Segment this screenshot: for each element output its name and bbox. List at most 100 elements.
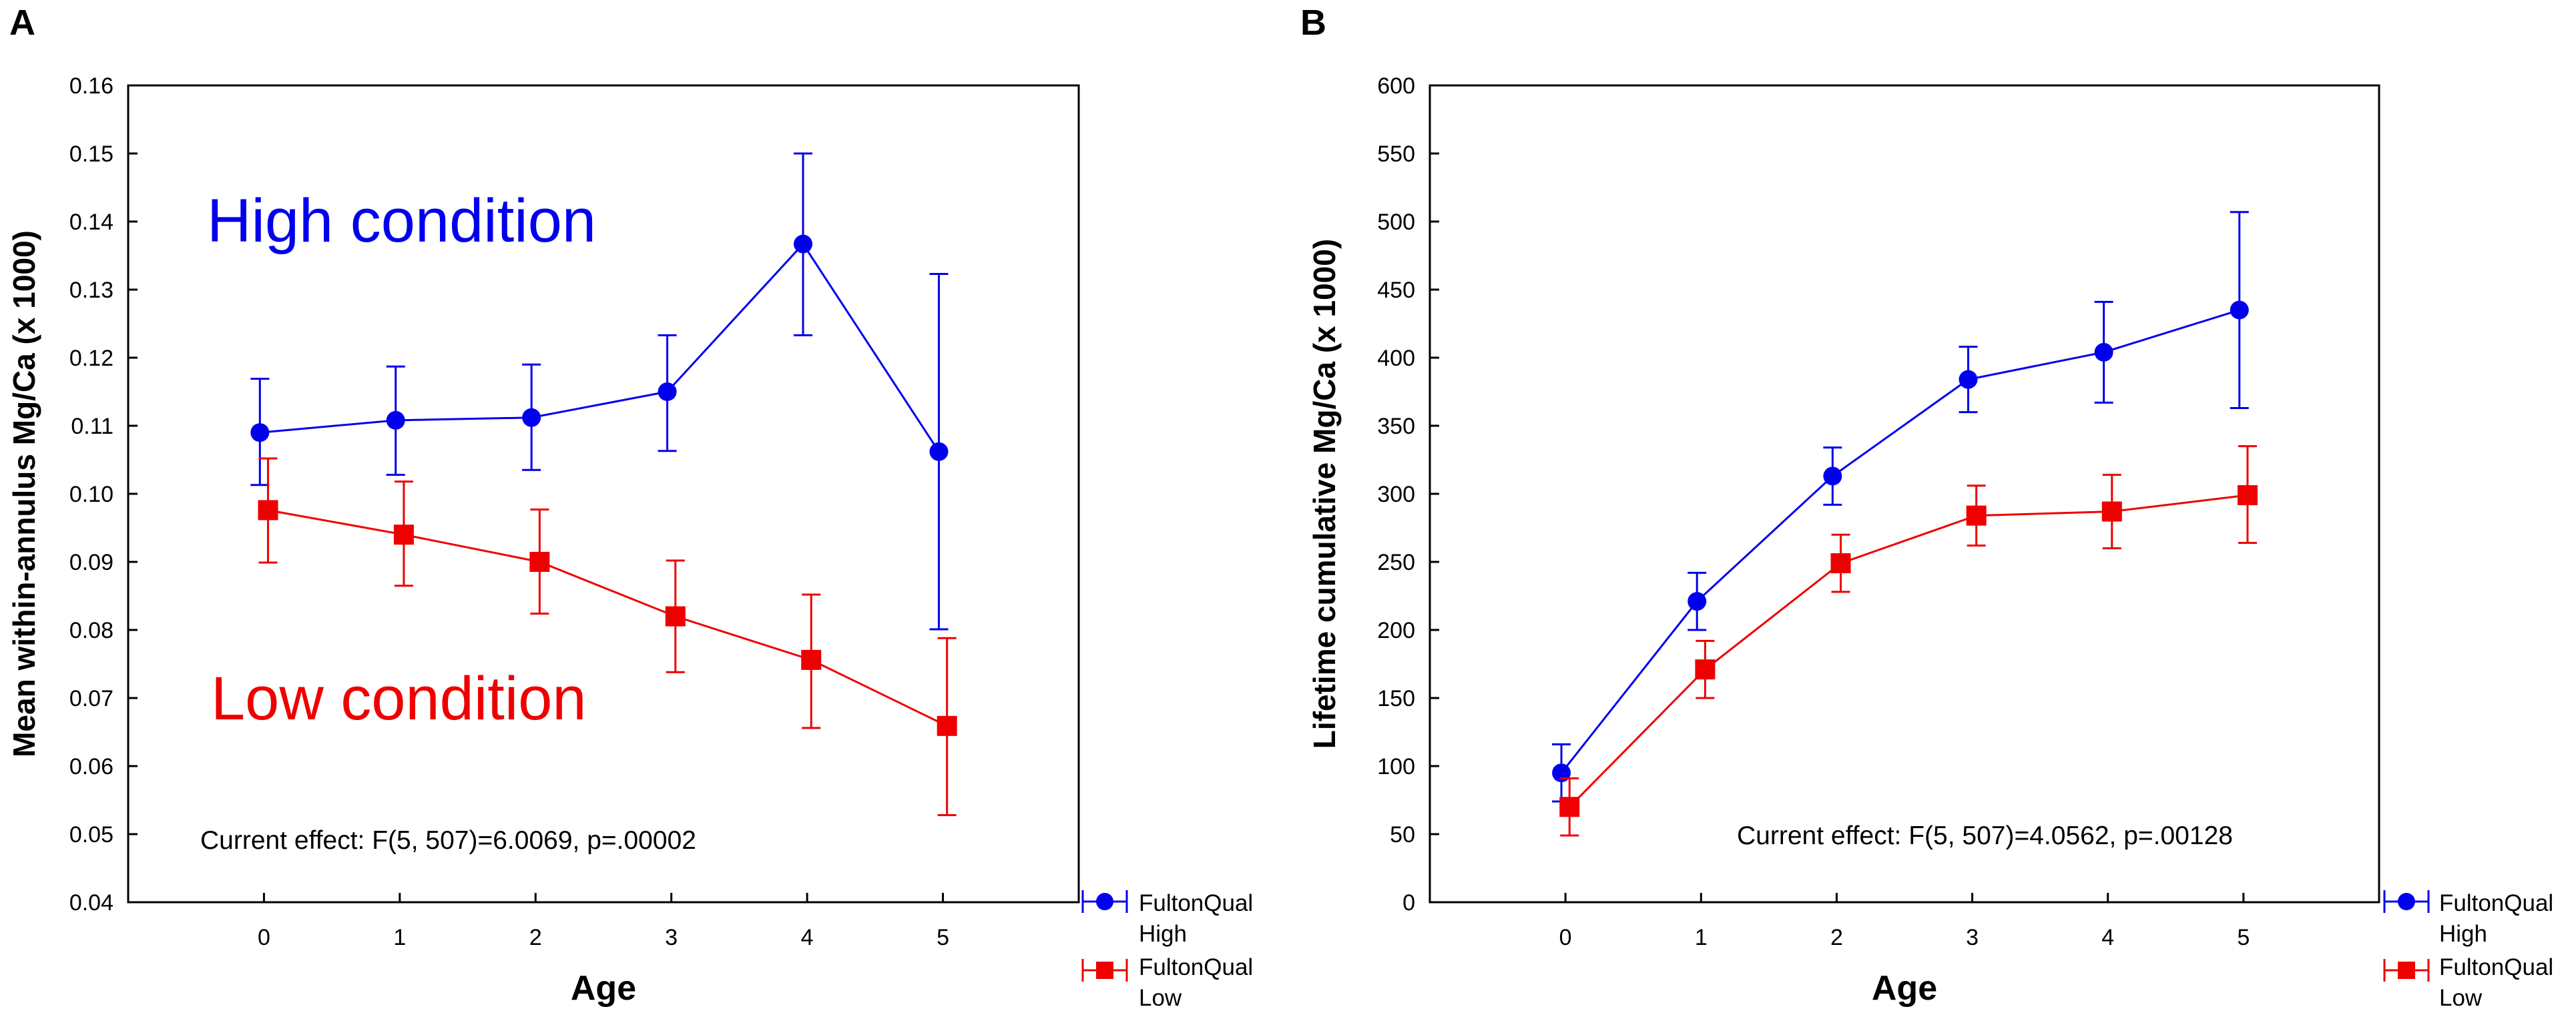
data-point [794,234,813,254]
panel-b-x-axis: 0 1 2 3 4 5 [1559,893,2250,950]
x-tick-label: 2 [1830,925,1843,950]
y-tick-label: 0.10 [69,482,113,507]
y-tick-label: 250 [1377,550,1415,575]
data-point [1830,553,1851,574]
data-point [2101,501,2122,522]
y-tick-label: 0.11 [71,414,113,439]
x-tick-label: 5 [937,925,949,950]
y-tick-label: 50 [1390,822,1415,848]
series-high [250,152,949,631]
legend-low-line2: Low [2439,985,2483,1011]
legend-high-line1: FultonQual [2439,890,2553,916]
data-point [929,442,949,461]
series-low [258,457,957,816]
x-tick-label: 4 [2101,925,2114,950]
y-tick-label: 0.12 [69,346,113,371]
x-tick-label: 2 [529,925,542,950]
legend-high-line1: FultonQual [1139,890,1253,916]
y-tick-label: 450 [1377,278,1415,303]
legend-high-line2: High [1139,921,1187,947]
data-point [2237,485,2258,506]
series-line [268,509,948,727]
data-point [1966,505,1987,526]
data-point [665,606,686,627]
data-point [393,525,414,545]
y-tick-label: 600 [1377,73,1415,99]
data-point [937,715,957,736]
panel-a-y-axis: 0.04 0.05 0.06 0.07 0.08 0.09 0.10 0.11 0.12 0.13… [69,73,138,916]
x-tick-label: 0 [258,925,270,950]
legend-low-marker [2398,962,2415,979]
x-tick-label: 1 [1695,925,1708,950]
y-tick-label: 150 [1377,686,1415,711]
y-tick-label: 350 [1377,414,1415,439]
x-tick-label: 5 [2237,925,2250,950]
legend-item-high: FultonQual High [1081,890,1253,947]
panel-a-effect-text: Current effect: F(5, 507)=6.0069, p=.000… [200,826,696,855]
x-tick-label: 0 [1559,925,1572,950]
y-tick-label: 0.09 [69,550,113,575]
data-point [658,382,677,401]
panel-a-x-axis-label: Age [571,969,636,1008]
legend-item-low: FultonQual Low [2383,954,2553,1011]
panel-b-legend: FultonQual High FultonQual Low [2383,890,2553,1011]
series-line [260,242,940,452]
high-condition-annotation: High condition [207,187,596,255]
y-tick-label: 500 [1377,210,1415,235]
data-point [2230,300,2249,320]
panel-b-series [1552,211,2258,837]
data-point [801,649,822,670]
panel-b-plot-frame [1429,84,2380,904]
y-tick-label: 0.13 [69,278,113,303]
panel-b-effect-text: Current effect: F(5, 507)=4.0562, p=.001… [1737,821,2233,850]
y-tick-label: 0 [1402,890,1415,916]
legend-low-marker [1096,962,1113,979]
panel-a-y-axis-label: Mean within-annulus Mg/Ca (x 1000) [7,230,41,757]
data-point [529,552,550,572]
data-point [1959,370,1978,389]
y-tick-label: 550 [1377,141,1415,167]
panel-a-label: A [9,3,35,43]
panel-a: A 0.040.050.060.070.080.090.100.110.120.… [7,3,1253,1011]
data-point [1695,659,1716,680]
y-tick-label: 0.04 [69,890,113,916]
data-point [250,423,270,442]
legend-item-low: FultonQual Low [1081,954,1253,1011]
y-tick-label: 100 [1377,754,1415,779]
data-point [1559,797,1580,817]
series-line [1569,494,2248,808]
panel-a-x-axis: 0 1 2 3 4 5 [258,893,949,950]
y-tick-label: 0.07 [69,686,113,711]
y-tick-label: 0.06 [69,754,113,779]
data-point [1823,466,1842,486]
panel-a-series [250,152,957,816]
data-point [386,410,405,430]
y-tick-label: 200 [1377,618,1415,643]
series-line [1560,309,2240,774]
y-tick-label: 0.16 [69,73,113,99]
panel-b-x-axis-label: Age [1872,969,1937,1008]
panel-b-y-axis: 0 50 100 150 200 250 300 350 400 450 500 550 600 [1377,73,1439,916]
data-point [522,408,541,427]
x-tick-label: 3 [1966,925,1979,950]
legend-low-line2: Low [1139,985,1182,1011]
x-tick-label: 1 [393,925,406,950]
y-tick-label: 0.08 [69,618,113,643]
data-point [2094,342,2113,362]
series-low [1559,445,2258,837]
y-tick-label: 0.05 [69,822,113,848]
panel-b-label: B [1300,3,1326,43]
legend-low-line1: FultonQual [2439,954,2553,980]
legend-high-marker [2398,893,2415,910]
legend-item-high: FultonQual High [2383,890,2553,947]
x-tick-label: 4 [801,925,814,950]
data-point [258,500,278,521]
panel-a-legend: FultonQual High FultonQual Low [1081,890,1253,1011]
low-condition-annotation: Low condition [211,665,587,733]
data-point [1552,763,1571,783]
legend-high-marker [1096,893,1113,910]
legend-low-line1: FultonQual [1139,954,1253,980]
